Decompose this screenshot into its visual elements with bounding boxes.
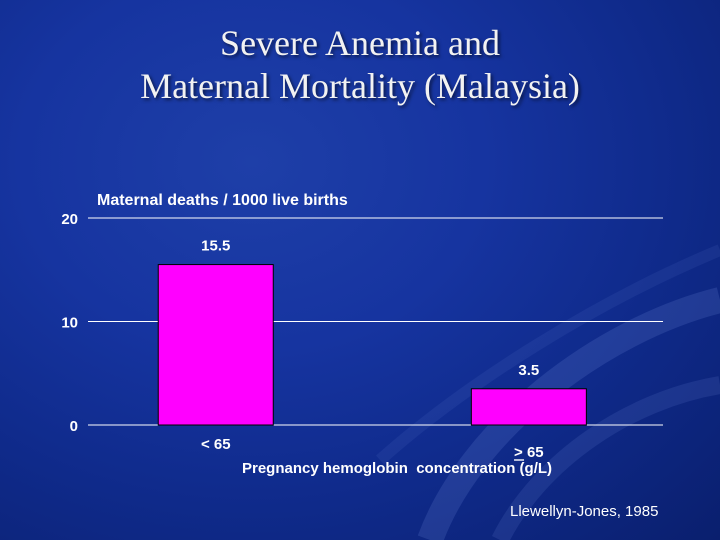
x-tick-label-1: > 65 bbox=[514, 444, 544, 461]
bar-0 bbox=[157, 264, 274, 426]
slide-title: Severe Anemia and Maternal Mortality (Ma… bbox=[0, 22, 720, 108]
x-axis-label: Pregnancy hemoglobin concentration (g/L) bbox=[242, 460, 553, 477]
source-citation: Llewellyn-Jones, 1985 bbox=[510, 503, 659, 520]
bar-1 bbox=[470, 388, 587, 426]
data-label-0: 15.5 bbox=[201, 238, 230, 255]
y-tick-label-0: 0 bbox=[70, 418, 78, 435]
slide-title-line-1: Severe Anemia and bbox=[220, 23, 500, 63]
y-axis-label: Maternal deaths / 1000 live births bbox=[97, 192, 348, 209]
y-tick-label-2: 20 bbox=[61, 211, 78, 228]
slide-title-line-2: Maternal Mortality (Malaysia) bbox=[140, 66, 580, 106]
y-tick-label-1: 10 bbox=[61, 315, 78, 332]
x-tick-label-0: < 65 bbox=[201, 436, 231, 453]
data-label-1: 3.5 bbox=[518, 362, 539, 379]
